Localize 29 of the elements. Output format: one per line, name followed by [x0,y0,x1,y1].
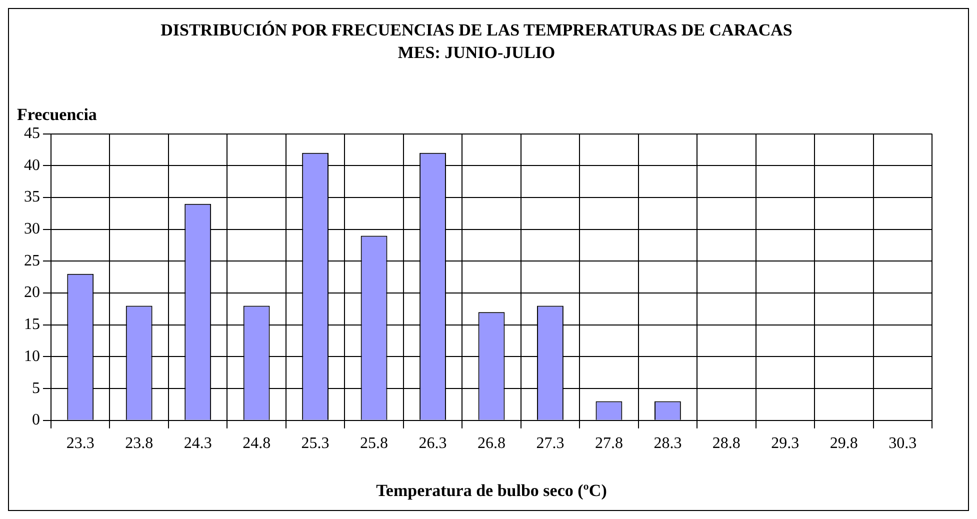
x-tick-label: 25.3 [301,435,330,452]
x-axis-title: Temperatura de bulbo seco (ºC) [376,481,607,500]
y-tick-label: 45 [24,125,40,142]
x-tick-label: 23.8 [125,435,154,452]
y-tick-label: 10 [24,348,40,365]
chart-subtitle: MES: JUNIO-JULIO [398,42,556,62]
x-tick-label: 24.3 [184,435,212,452]
x-tick-label: 26.8 [478,435,506,452]
x-tick-label: 23.3 [66,435,94,452]
x-tick-label: 27.8 [594,435,623,452]
y-axis-title: Frecuencia [17,105,97,125]
y-tick-label: 30 [24,220,40,238]
x-tick-label: 29.3 [771,435,800,452]
x-tick-label: 25.8 [360,435,388,452]
y-tick-label: 5 [32,380,40,397]
y-tick-label: 0 [32,412,40,429]
y-tick-label: 35 [24,188,40,206]
y-tick-label: 40 [24,156,40,174]
x-tick-label: 29.8 [830,435,858,452]
chart-title: DISTRIBUCIÓN POR FRECUENCIAS DE LAS TEMPRERATURAS DE CARACAS [160,20,792,40]
x-tick-label: 24.8 [242,435,271,452]
x-tick-label: 30.3 [888,435,917,452]
y-tick-label: 15 [24,316,40,334]
x-tick-label: 28.3 [654,435,682,452]
x-tick-label: 26.3 [418,435,447,452]
x-tick-label: 28.8 [712,435,740,452]
y-tick-label: 20 [24,284,40,302]
x-tick-label: 27.3 [536,435,564,452]
y-tick-label: 25 [24,252,40,270]
